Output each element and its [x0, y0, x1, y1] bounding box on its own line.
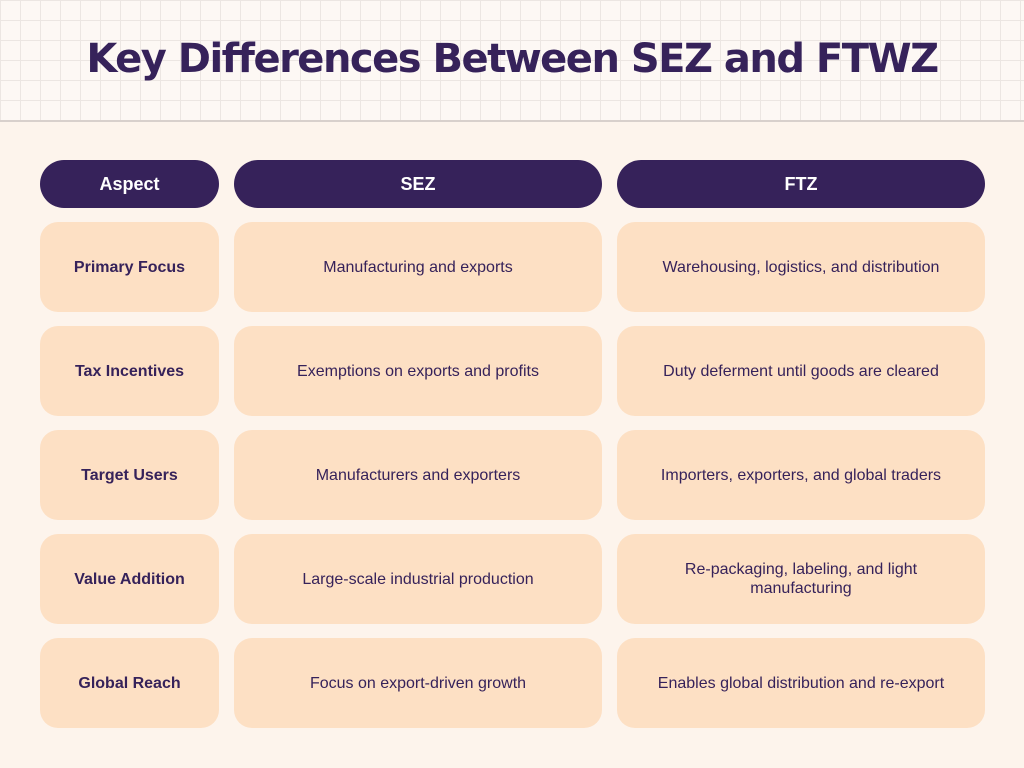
row-aspect-cell: Value Addition — [40, 534, 219, 624]
row-aspect-cell: Tax Incentives — [40, 326, 219, 416]
row-sez-cell: Manufacturers and exporters — [234, 430, 602, 520]
row-sez-cell: Focus on export-driven growth — [234, 638, 602, 728]
row-aspect-cell: Global Reach — [40, 638, 219, 728]
row-ftz-cell: Importers, exporters, and global traders — [617, 430, 985, 520]
row-ftz-cell: Duty deferment until goods are cleared — [617, 326, 985, 416]
header-sez: SEZ — [234, 160, 602, 208]
page-title: Key Differences Between SEZ and FTWZ — [86, 36, 939, 82]
row-ftz-cell: Warehousing, logistics, and distribution — [617, 222, 985, 312]
header-aspect: Aspect — [40, 160, 219, 208]
row-aspect-cell: Target Users — [40, 430, 219, 520]
row-ftz-cell: Re-packaging, labeling, and light manufa… — [617, 534, 985, 624]
row-sez-cell: Exemptions on exports and profits — [234, 326, 602, 416]
row-ftz-cell: Enables global distribution and re-expor… — [617, 638, 985, 728]
row-sez-cell: Large-scale industrial production — [234, 534, 602, 624]
row-sez-cell: Manufacturing and exports — [234, 222, 602, 312]
title-banner: Key Differences Between SEZ and FTWZ — [0, 0, 1024, 122]
header-ftz: FTZ — [617, 160, 985, 208]
row-aspect-cell: Primary Focus — [40, 222, 219, 312]
comparison-table: Aspect SEZ FTZ Primary Focus Manufacturi… — [40, 160, 985, 728]
